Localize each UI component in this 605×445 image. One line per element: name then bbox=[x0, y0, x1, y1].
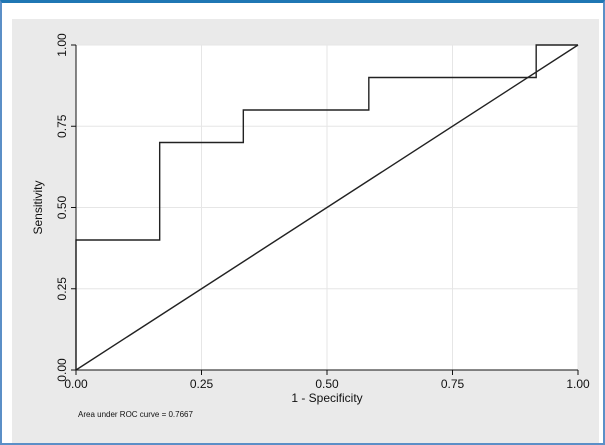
x-tick-label: 0.50 bbox=[315, 377, 339, 391]
x-axis-label: 1 - Specificity bbox=[291, 391, 362, 405]
ticks-layer: 0.00 0.25 0.50 0.75 1.00 0.00 0.25 0.50 0.75 1.00 bbox=[55, 33, 590, 391]
roc-curve-line bbox=[75, 44, 578, 370]
y-tick-label: 0.00 bbox=[55, 358, 69, 382]
x-tick-label: 1.00 bbox=[566, 377, 590, 391]
y-axis-label: Sensitivity bbox=[31, 180, 45, 234]
y-tick-label: 1.00 bbox=[55, 33, 69, 57]
y-tick-label: 0.25 bbox=[55, 277, 69, 301]
y-tick-label: 0.75 bbox=[55, 114, 69, 138]
reference-diagonal-line bbox=[75, 44, 579, 371]
y-tick-label: 0.50 bbox=[55, 195, 69, 219]
auc-annotation: Area under ROC curve = 0.7667 bbox=[78, 410, 194, 419]
roc-chart: 0.00 0.25 0.50 0.75 1.00 0.00 0.25 0.50 0.75 1.00… bbox=[31, 33, 590, 419]
x-tick-label: 0.75 bbox=[441, 377, 465, 391]
series-layer bbox=[75, 44, 579, 371]
x-tick-label: 0.00 bbox=[64, 377, 88, 391]
x-tick-label: 0.25 bbox=[190, 377, 214, 391]
chart-panel: 0.00 0.25 0.50 0.75 1.00 0.00 0.25 0.50 0.75 1.00… bbox=[12, 19, 599, 443]
